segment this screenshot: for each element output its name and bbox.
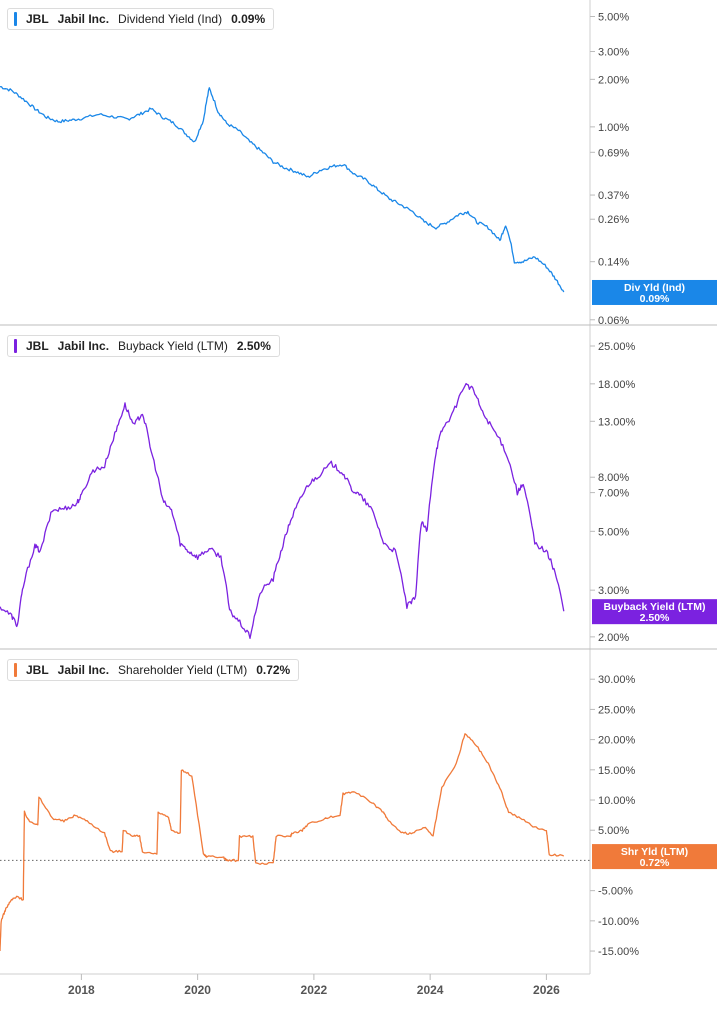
y-tick-label: 0.26% (598, 214, 629, 226)
y-tick-label: 0.69% (598, 147, 629, 159)
y-tick-label: 5.00% (598, 11, 629, 23)
end-label-name: Buyback Yield (LTM) (604, 601, 706, 613)
y-tick-label: 7.00% (598, 488, 629, 500)
legend-swatch-dividend (14, 12, 17, 26)
y-tick-label: 25.00% (598, 341, 636, 353)
y-tick-label: -10.00% (598, 916, 639, 928)
end-label-box (592, 279, 717, 305)
legend-swatch-buyback (14, 339, 17, 353)
x-tick-label: 2024 (417, 983, 444, 997)
end-label-name: Div Yld (Ind) (624, 282, 685, 294)
end-value-label: Div Yld (Ind)0.09% (592, 279, 717, 305)
legend-shareholder-yield: JBL Jabil Inc. Shareholder Yield (LTM) 0… (7, 659, 300, 681)
y-tick-label: 0.14% (598, 257, 629, 269)
y-tick-label: 5.00% (598, 526, 629, 538)
x-tick-label: 2022 (301, 983, 328, 997)
y-tick-label: -15.00% (598, 946, 639, 958)
y-tick-label: -5.00% (598, 886, 633, 898)
legend-value: 2.50% (236, 339, 271, 353)
y-tick-label: 0.37% (598, 190, 629, 202)
y-tick-label: 2.00% (598, 74, 629, 86)
end-value-label: Buyback Yield (LTM)2.50% (592, 599, 717, 625)
end-label-name: Shr Yld (LTM) (621, 846, 688, 858)
y-tick-label: 30.00% (598, 674, 636, 686)
y-tick-label: 5.00% (598, 825, 629, 837)
y-tick-label: 18.00% (598, 379, 636, 391)
legend-ticker: JBL (26, 339, 49, 353)
legend-metric: Dividend Yield (Ind) (118, 12, 223, 26)
series-line (0, 85, 565, 293)
end-label-value: 2.50% (640, 612, 670, 624)
legend-dividend-yield: JBL Jabil Inc. Dividend Yield (Ind) 0.09… (7, 8, 275, 30)
y-tick-label: 8.00% (598, 472, 629, 484)
legend-metric: Buyback Yield (LTM) (118, 339, 228, 353)
y-tick-label: 0.06% (598, 315, 629, 327)
legend-ticker: JBL (26, 663, 49, 677)
end-label-box (592, 844, 717, 870)
end-label-value: 0.72% (640, 857, 670, 869)
x-tick-label: 2018 (68, 983, 95, 997)
series-line (0, 733, 565, 952)
y-tick-label: 20.00% (598, 735, 636, 747)
legend-company: Jabil Inc. (57, 663, 110, 677)
y-tick-label: 3.00% (598, 585, 629, 597)
legend-value: 0.09% (231, 12, 266, 26)
y-tick-label: 25.00% (598, 704, 636, 716)
legend-company: Jabil Inc. (57, 12, 110, 26)
x-tick-label: 2026 (533, 983, 560, 997)
y-tick-label: 15.00% (598, 765, 636, 777)
y-tick-label: 1.00% (598, 122, 629, 134)
legend-metric: Shareholder Yield (LTM) (118, 663, 248, 677)
series-line (0, 382, 565, 640)
legend-company: Jabil Inc. (57, 339, 110, 353)
x-tick-label: 2020 (184, 983, 211, 997)
y-tick-label: 10.00% (598, 795, 636, 807)
end-value-label: Shr Yld (LTM)0.72% (592, 844, 717, 870)
y-tick-label: 13.00% (598, 416, 636, 428)
legend-ticker: JBL (26, 12, 49, 26)
legend-buyback-yield: JBL Jabil Inc. Buyback Yield (LTM) 2.50% (7, 335, 280, 357)
legend-swatch-shareholder (14, 663, 17, 677)
end-label-value: 0.09% (640, 293, 670, 305)
end-label-box (592, 599, 717, 625)
y-tick-label: 3.00% (598, 47, 629, 59)
y-tick-label: 2.00% (598, 632, 629, 644)
legend-value: 0.72% (256, 663, 291, 677)
